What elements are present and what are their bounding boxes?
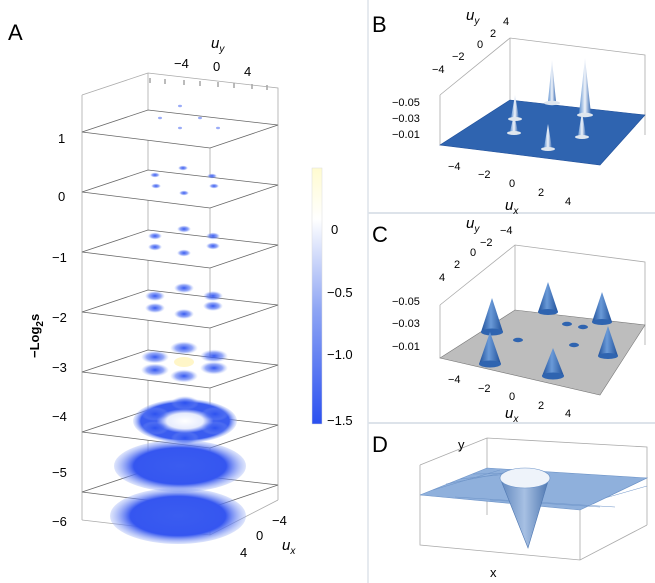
panel-b-ux-tick: 2: [538, 187, 544, 199]
panel-c-cones: [479, 282, 618, 380]
panel-c-ux-tick: −4: [448, 374, 461, 386]
panel-a-letter: A: [8, 20, 23, 45]
panel-a-s-axis-label: −Log2s: [27, 314, 46, 358]
panel-a-plane-blobs: [110, 104, 246, 544]
level-label: −1: [52, 250, 67, 265]
blobs-level-1: [158, 104, 220, 130]
panel-c-uy-tick: 4: [439, 272, 445, 284]
colorbar-tick: −1.5: [327, 413, 353, 428]
panel-c-uy-label: uy: [466, 215, 480, 235]
panel-b-ux-tick: −4: [448, 161, 461, 173]
panel-c-z-tick: −0.03: [392, 318, 420, 330]
panel-b-surface: [439, 99, 646, 166]
panel-a-colorbar: [311, 167, 323, 425]
panel-b-ux-tick: 4: [565, 196, 571, 208]
panel-a-ux-tick: 4: [240, 545, 247, 560]
panel-b: B uy 4 2 0 −2 −4: [372, 7, 646, 217]
panel-c-ux-tick: 4: [565, 408, 571, 420]
level-label: −6: [52, 514, 67, 529]
level-label: −4: [52, 409, 67, 424]
colorbar-tick: −0.5: [327, 285, 353, 300]
panel-c: C uy −4 −2: [372, 215, 646, 425]
panel-a-ux-tick: −4: [272, 513, 287, 528]
plane-level-m1: [81, 229, 279, 269]
colorbar-tick: −1.0: [327, 347, 353, 362]
panel-a-uy-tick: 0: [213, 59, 220, 74]
panel-b-uy-tick: −4: [432, 64, 445, 76]
panel-c-z-tick: −0.05: [392, 296, 420, 308]
panel-b-z-tick: −0.03: [392, 113, 420, 125]
panel-b-uy-tick: 4: [503, 16, 509, 28]
panel-b-ux-label: ux: [505, 197, 519, 217]
panel-c-ux-tick: 0: [509, 391, 515, 403]
blobs-level-m4: [133, 396, 237, 445]
level-label: 0: [58, 189, 65, 204]
panel-c-letter: C: [372, 222, 388, 247]
panel-d: D y x: [372, 432, 649, 580]
panel-b-uy-tick: 0: [477, 39, 483, 51]
panel-d-x-label: x: [490, 565, 497, 580]
panel-b-z-tick: −0.01: [392, 129, 420, 141]
panel-a-level-labels: 1 0 −1 −2 −3 −4 −5 −6: [52, 131, 67, 529]
blobs-level-0: [150, 165, 219, 196]
panel-d-letter: D: [372, 432, 388, 457]
panel-c-uy-tick: 0: [470, 247, 476, 259]
blobs-level-m2: [145, 283, 223, 319]
panel-a-ux-label: ux: [282, 537, 296, 557]
panel-a-uy-label: uy: [211, 35, 225, 55]
panel-b-letter: B: [372, 12, 387, 37]
colorbar-tick: 0: [331, 222, 338, 237]
level-label: −3: [52, 360, 67, 375]
panel-c-uy-tick: −4: [500, 225, 513, 237]
level-label: −5: [52, 465, 67, 480]
panel-c-ux-label: ux: [505, 405, 519, 425]
blobs-level-m1: [148, 225, 220, 257]
panel-c-ux-tick: −2: [478, 383, 491, 395]
panel-b-uy-label: uy: [466, 7, 480, 27]
panel-c-ux-tick: 2: [538, 400, 544, 412]
panel-a-uy-tick: −4: [174, 56, 189, 71]
panel-c-uy-tick: −2: [480, 237, 493, 249]
panel-d-y-label: y: [458, 437, 465, 452]
panel-c-uy-tick: 2: [454, 259, 460, 271]
panel-a-ux-tick: 0: [256, 528, 263, 543]
panel-a: A uy −4 0 4: [8, 20, 353, 560]
plane-level-m2: [81, 289, 279, 329]
panel-b-uy-tick: −2: [452, 51, 465, 63]
level-label: 1: [58, 131, 65, 146]
panel-c-z-tick: −0.01: [392, 341, 420, 353]
panel-a-uy-tick: 4: [244, 64, 251, 79]
level-label: −2: [52, 310, 67, 325]
blobs-level-m5: [114, 440, 246, 492]
plane-level-m3: [81, 349, 279, 389]
blobs-level-m6: [110, 488, 246, 544]
panel-b-uy-tick: 2: [490, 28, 496, 40]
panel-b-ux-tick: 0: [509, 178, 515, 190]
blobs-level-m3: [141, 341, 228, 383]
panel-b-spikes: [507, 58, 593, 151]
panel-b-z-tick: −0.05: [392, 97, 420, 109]
plane-level-0: [81, 169, 279, 209]
panel-b-ux-tick: −2: [478, 169, 491, 181]
